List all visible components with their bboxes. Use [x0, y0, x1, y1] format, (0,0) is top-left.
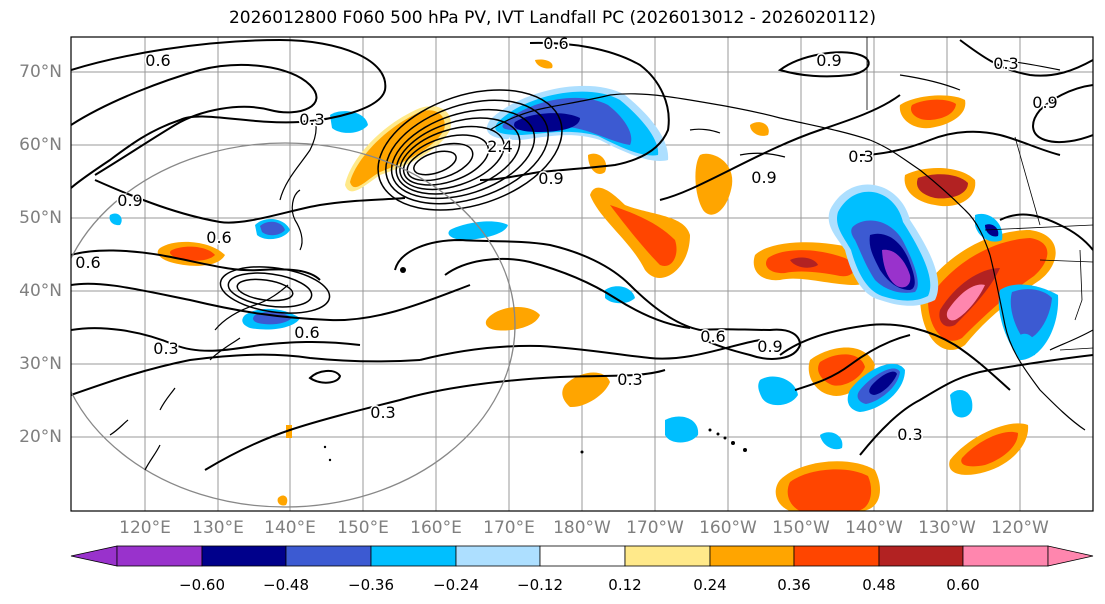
colorbar-swatch	[709, 545, 795, 567]
colorbar-swatch	[201, 545, 287, 567]
colorbar-tick: −0.24	[433, 576, 479, 594]
lon-label: 170°E	[483, 518, 535, 538]
colorbar-tick: 0.60	[946, 576, 980, 594]
colorbar-tick: −0.48	[263, 576, 309, 594]
contour-label: 0.9	[1032, 93, 1057, 112]
lat-label: 60°N	[19, 135, 62, 155]
colorbar-swatch	[878, 545, 964, 567]
lon-label: 130°W	[918, 518, 976, 538]
lon-label: 170°W	[626, 518, 684, 538]
colorbar-tick: 0.24	[693, 576, 727, 594]
pv-contours	[219, 89, 563, 314]
contour-label: 0.3	[299, 110, 324, 129]
colorbar	[70, 545, 1094, 567]
lon-label: 150°E	[337, 518, 389, 538]
contour-label: 0.3	[848, 147, 873, 166]
colorbar-swatch	[370, 545, 457, 567]
lat-label: 20°N	[19, 427, 62, 447]
lat-label: 50°N	[19, 208, 62, 228]
contour-label: 0.6	[700, 327, 725, 346]
colorbar-swatch	[285, 545, 372, 567]
colorbar-tick: −0.36	[348, 576, 394, 594]
map-frame	[70, 36, 1094, 512]
contour-label: 0.6	[543, 34, 568, 53]
lon-label: 160°W	[699, 518, 757, 538]
shading-warm	[157, 59, 1056, 511]
colorbar-extend-high	[1047, 545, 1094, 567]
contour-label: 0.6	[294, 323, 319, 342]
lon-label: 130°E	[192, 518, 244, 538]
islands	[323, 267, 747, 462]
lon-label: 160°E	[410, 518, 462, 538]
colorbar-swatch	[624, 545, 711, 567]
colorbar-tick: −0.12	[517, 576, 563, 594]
contour-label: 0.3	[897, 425, 922, 444]
lon-label: 140°E	[264, 518, 316, 538]
contour-label: 0.6	[145, 51, 170, 70]
lat-label: 40°N	[19, 281, 62, 301]
contour-label: 0.9	[751, 168, 776, 187]
colorbar-tick: 0.36	[777, 576, 811, 594]
lat-label: 70°N	[19, 62, 62, 82]
contour-label: 0.6	[206, 228, 231, 247]
lon-label: 140°W	[845, 518, 903, 538]
contour-label: 0.6	[75, 253, 100, 272]
contour-label: 0.3	[993, 54, 1018, 73]
radius-circle	[71, 142, 516, 508]
colorbar-tick: −0.60	[179, 576, 225, 594]
lon-label: 120°E	[119, 518, 171, 538]
contour-label: 0.3	[153, 339, 178, 358]
colorbar-swatch	[962, 545, 1049, 567]
lon-label: 150°W	[772, 518, 830, 538]
contour-label: 0.3	[370, 403, 395, 422]
lat-label: 30°N	[19, 354, 62, 374]
colorbar-extend-low	[70, 545, 118, 567]
colorbar-swatch	[539, 545, 626, 567]
coastlines	[109, 59, 1093, 471]
borders	[866, 37, 1093, 351]
colorbar-swatch	[793, 545, 880, 567]
colorbar-tick: 0.12	[608, 576, 642, 594]
contour-labels: 0.6 0.9 0.3 0.6 0.9 0.3 2.4 0.9 0.9 0.3 …	[74, 34, 1059, 446]
contour-label: 0.3	[617, 370, 642, 389]
contour-label: 0.9	[816, 51, 841, 70]
lon-label: 180°W	[553, 518, 611, 538]
contour-label: 2.4	[487, 137, 512, 156]
lon-label: 120°W	[991, 518, 1049, 538]
colorbar-swatch	[455, 545, 541, 567]
contour-label: 0.9	[117, 191, 142, 210]
shading-cool	[109, 85, 1059, 450]
contour-label: 0.9	[538, 169, 563, 188]
colorbar-swatch	[116, 545, 203, 567]
colorbar-tick: 0.48	[862, 576, 896, 594]
contour-label: 0.9	[757, 337, 782, 356]
map-title: 2026012800 F060 500 hPa PV, IVT Landfall…	[228, 8, 876, 28]
